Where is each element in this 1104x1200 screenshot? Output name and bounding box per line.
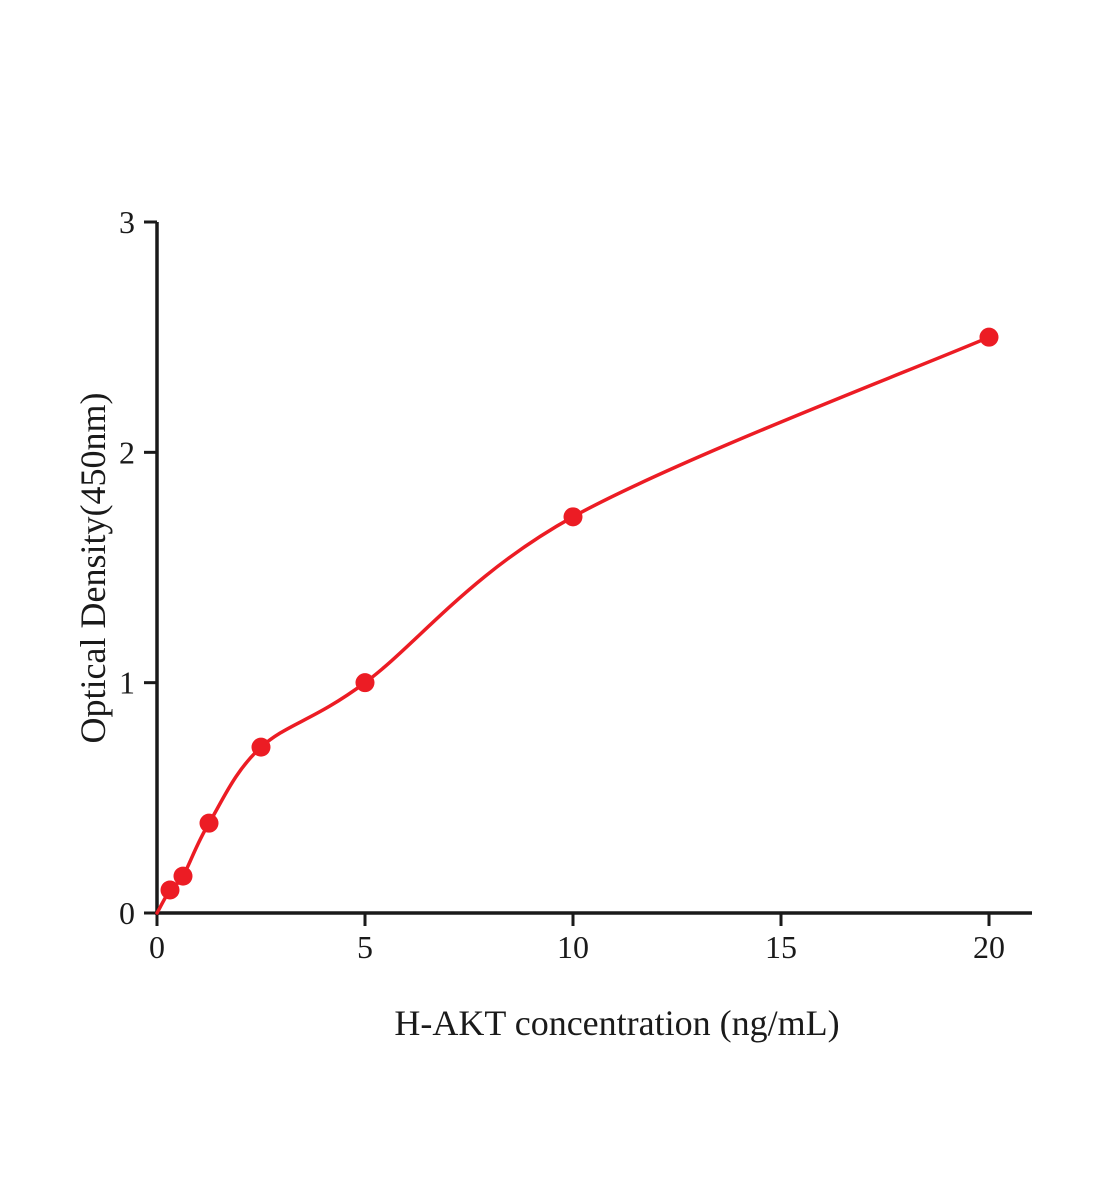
tick-labels: 0 5 10 15 20 0 1 2 3 <box>119 204 1005 965</box>
y-tick-label: 3 <box>119 204 135 240</box>
data-point <box>199 813 219 833</box>
x-axis-label: H-AKT concentration (ng/mL) <box>394 1003 839 1043</box>
fit-curve <box>155 335 991 915</box>
y-tick-label: 2 <box>119 434 135 470</box>
x-tick-label: 0 <box>149 929 165 965</box>
axes <box>155 222 1032 915</box>
x-tick-label: 20 <box>973 929 1005 965</box>
x-tick-label: 15 <box>765 929 797 965</box>
data-point <box>160 880 180 900</box>
y-tick-label: 1 <box>119 665 135 701</box>
data-point <box>173 866 193 886</box>
data-point <box>355 673 375 693</box>
data-point <box>563 507 583 527</box>
y-tick-label: 0 <box>119 895 135 931</box>
tick-marks <box>144 220 991 926</box>
data-point <box>251 737 271 757</box>
x-tick-label: 5 <box>357 929 373 965</box>
x-tick-label: 10 <box>557 929 589 965</box>
data-point <box>979 327 999 347</box>
data-series <box>155 327 999 915</box>
y-axis-label: Optical Density(450nm) <box>73 393 113 744</box>
